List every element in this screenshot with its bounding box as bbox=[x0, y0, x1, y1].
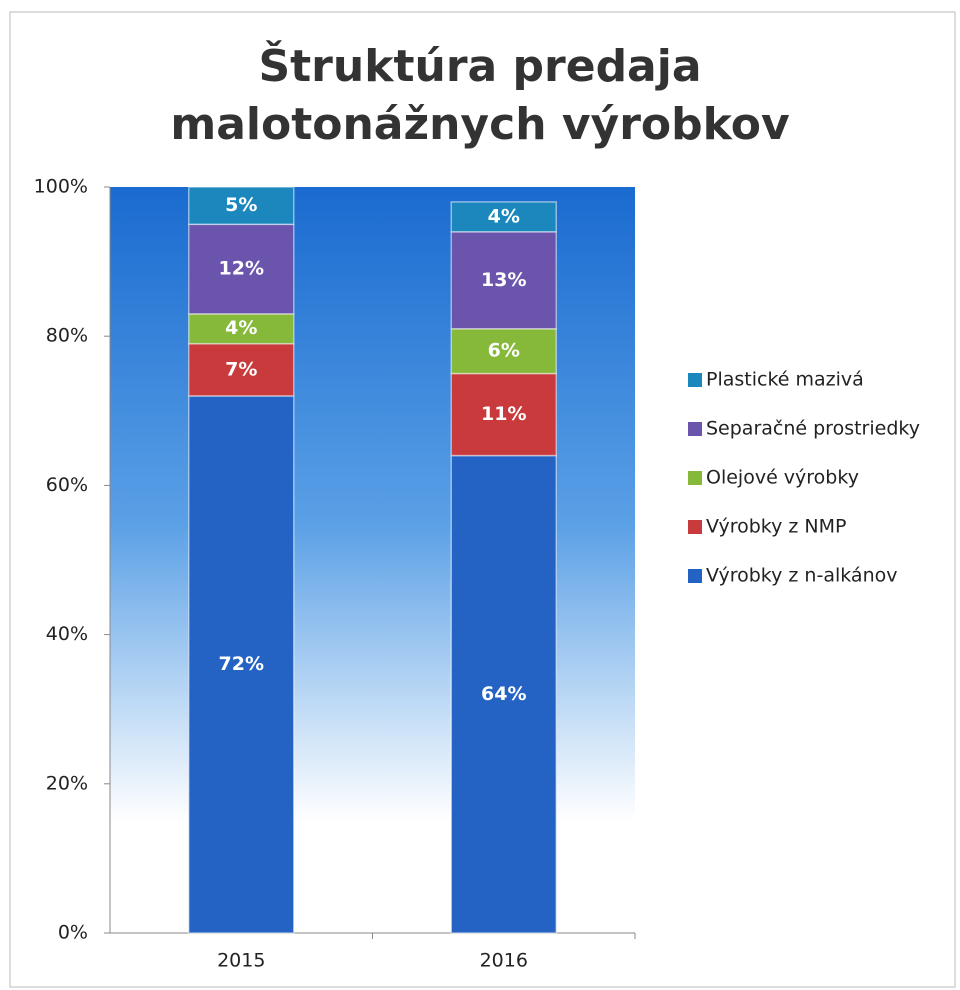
legend-label: Výrobky z n-alkánov bbox=[706, 565, 897, 587]
bar-segment bbox=[188, 395, 295, 934]
bar-segment bbox=[188, 223, 295, 315]
bar-segment bbox=[188, 313, 295, 345]
value-label: 7% bbox=[225, 358, 257, 380]
bar-segment bbox=[450, 372, 557, 457]
bar-segment bbox=[450, 231, 557, 330]
chart-title: Štruktúra predaja malotonážnych výrobkov bbox=[170, 41, 790, 150]
bar-segment bbox=[450, 201, 557, 233]
value-label: 11% bbox=[481, 403, 526, 425]
y-tick-label: 60% bbox=[46, 474, 88, 496]
legend-label: Plastické mazivá bbox=[706, 369, 864, 391]
legend-label: Výrobky z NMP bbox=[706, 516, 847, 538]
bar-segment bbox=[188, 342, 295, 397]
legend-label: Olejové výrobky bbox=[706, 467, 859, 489]
bar-segment bbox=[450, 454, 557, 934]
x-tick-label: 2015 bbox=[217, 950, 265, 972]
legend-swatch bbox=[688, 520, 702, 534]
y-tick-label: 0% bbox=[58, 922, 88, 944]
y-tick-label: 80% bbox=[46, 325, 88, 347]
y-tick-label: 20% bbox=[46, 772, 88, 794]
legend-swatch bbox=[688, 471, 702, 485]
legend-swatch bbox=[688, 373, 702, 387]
value-label: 4% bbox=[488, 205, 520, 227]
value-label: 64% bbox=[481, 683, 526, 705]
value-label: 6% bbox=[488, 340, 520, 362]
legend-label: Separačné prostriedky bbox=[706, 418, 920, 440]
legend-swatch bbox=[688, 422, 702, 436]
y-tick-label: 100% bbox=[34, 176, 88, 198]
value-label: 13% bbox=[481, 269, 526, 291]
value-label: 12% bbox=[219, 258, 264, 280]
value-label: 72% bbox=[219, 653, 264, 675]
bar-segment bbox=[188, 186, 295, 226]
value-label: 5% bbox=[225, 194, 257, 216]
y-tick-label: 40% bbox=[46, 623, 88, 645]
legend-swatch bbox=[688, 569, 702, 583]
value-label: 4% bbox=[225, 317, 257, 339]
x-tick-label: 2016 bbox=[480, 950, 528, 972]
frame bbox=[9, 11, 956, 988]
